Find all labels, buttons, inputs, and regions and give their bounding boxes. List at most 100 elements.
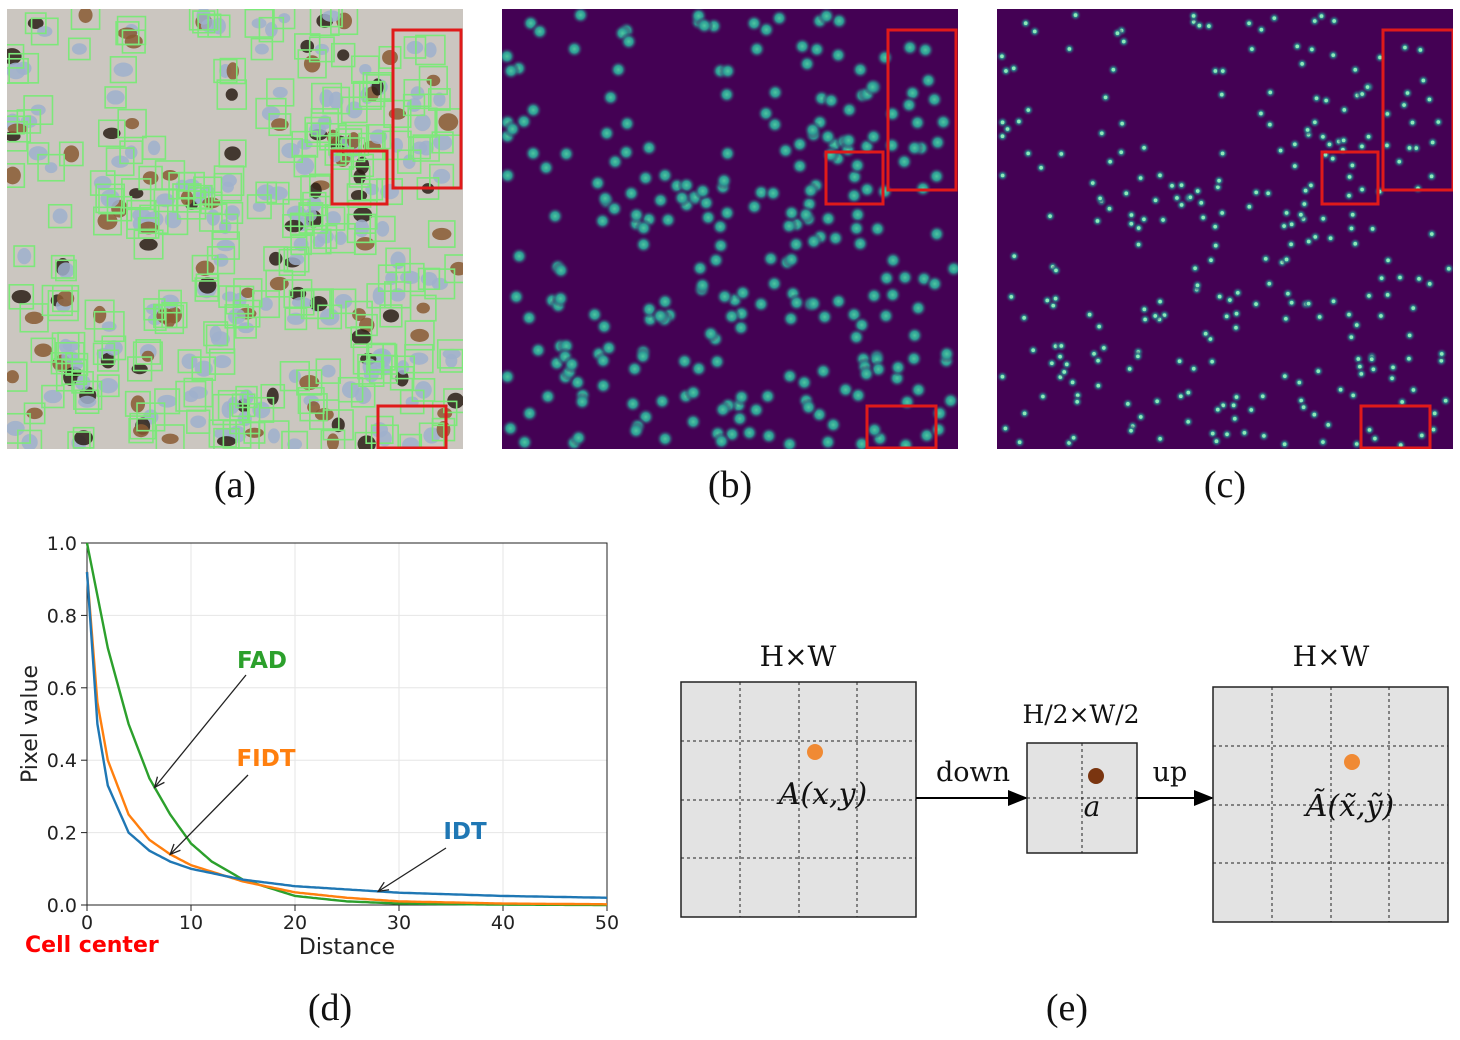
detection-box [427, 220, 456, 248]
fidt-point-core [1306, 301, 1311, 306]
cell-nucleus [241, 287, 255, 298]
density-blob [884, 251, 903, 270]
cell-nucleus [433, 92, 446, 107]
highlight-box [1320, 150, 1380, 206]
detection-box [95, 183, 126, 214]
detection-box [427, 88, 451, 111]
fidt-point-core [1247, 21, 1251, 26]
density-blob [502, 47, 516, 66]
fidt-point-core [1284, 257, 1289, 262]
detection-box [296, 369, 323, 396]
density-blob [877, 269, 896, 288]
detection-box [7, 115, 32, 143]
fidt-point-core [1058, 354, 1062, 359]
fidt-point-core [1317, 315, 1322, 319]
fidt-point-core [1378, 55, 1382, 60]
density-blob [847, 219, 866, 238]
density-blob [699, 208, 718, 227]
fidt-point-core [1436, 120, 1441, 124]
density-blob [745, 197, 764, 216]
density-blob [937, 344, 956, 363]
fidt-point-core [1268, 90, 1273, 95]
density-blob [730, 409, 749, 428]
density-blob [745, 14, 764, 33]
x-tick-label: 0 [81, 912, 93, 934]
fidt-point-core [1070, 380, 1075, 385]
fidt-point-core [1407, 356, 1411, 361]
cell-nucleus [382, 309, 400, 323]
density-blob [883, 285, 902, 304]
fidt-point-core [1050, 361, 1054, 366]
detection-box [325, 222, 356, 254]
density-blob [634, 219, 653, 238]
fidt-point-core [1247, 204, 1252, 209]
detection-box [337, 376, 364, 403]
detection-box [403, 78, 432, 108]
fidt-point-core [1350, 212, 1355, 217]
fidt-point-core [1098, 196, 1102, 201]
density-blob [826, 229, 845, 248]
fidt-point-core [1161, 218, 1165, 222]
cell-nucleus [269, 276, 289, 291]
fidt-point-core [1203, 331, 1208, 336]
cell-nucleus [295, 157, 315, 175]
density-blob [909, 299, 928, 318]
fidt-point-core [1111, 67, 1116, 72]
fidt-point-core [1031, 348, 1035, 353]
fidt-point-core [1360, 187, 1364, 192]
detection-box [115, 21, 140, 46]
fidt-point-core [1331, 299, 1336, 304]
fidt-point-core [1158, 173, 1162, 178]
fidt-point-core [1332, 19, 1336, 23]
density-blob [675, 352, 694, 371]
fidt-point-core [1102, 346, 1106, 350]
detection-box [404, 343, 434, 374]
fidt-point-core [1096, 358, 1100, 363]
fidt-point-core [1011, 66, 1016, 71]
right-grid [1212, 686, 1449, 923]
fidt-point-core [1062, 370, 1067, 374]
detection-box [97, 349, 120, 372]
fidt-point-core [1353, 241, 1358, 246]
fidt-point-core [1295, 44, 1300, 49]
detection-box [302, 191, 327, 217]
annotations: FAD FIDT IDT [153, 648, 487, 893]
annotation-arrowhead [169, 843, 181, 856]
density-blob [780, 367, 799, 386]
left-size-label: H×W [760, 640, 837, 673]
fidt-point-core [1341, 138, 1346, 143]
fidt-point-core [1338, 387, 1343, 392]
detection-box [41, 384, 65, 409]
density-blob [896, 436, 915, 449]
density-blob [627, 421, 646, 440]
detection-box [305, 228, 332, 255]
fidt-point-core [1407, 333, 1412, 338]
cell-nucleus [78, 9, 93, 23]
cell-nucleus [93, 305, 107, 324]
detection-box [250, 37, 274, 61]
density-blob [927, 167, 946, 186]
detection-box [106, 195, 133, 222]
cell-nucleus [267, 428, 280, 444]
detection-box [52, 284, 80, 313]
fidt-point-core [1225, 432, 1229, 437]
detection-box [346, 213, 377, 244]
detection-box [266, 181, 290, 205]
density-blob [782, 203, 801, 222]
density-blob [689, 359, 708, 378]
density-blob [718, 62, 737, 81]
fidt-point-core [1379, 276, 1384, 280]
density-blob [569, 428, 588, 447]
cell-nucleus [432, 168, 451, 184]
cell-nucleus [226, 62, 239, 80]
density-blob [848, 156, 867, 175]
cell-nucleus [442, 348, 461, 360]
fidt-point-core [1026, 108, 1031, 112]
detection-box [357, 353, 383, 380]
detection-box [297, 49, 327, 79]
density-blob [868, 219, 887, 238]
density-blob [507, 287, 526, 306]
right-size-label: H×W [1293, 640, 1370, 673]
density-blob [851, 60, 870, 79]
cell-nucleus [254, 43, 269, 55]
